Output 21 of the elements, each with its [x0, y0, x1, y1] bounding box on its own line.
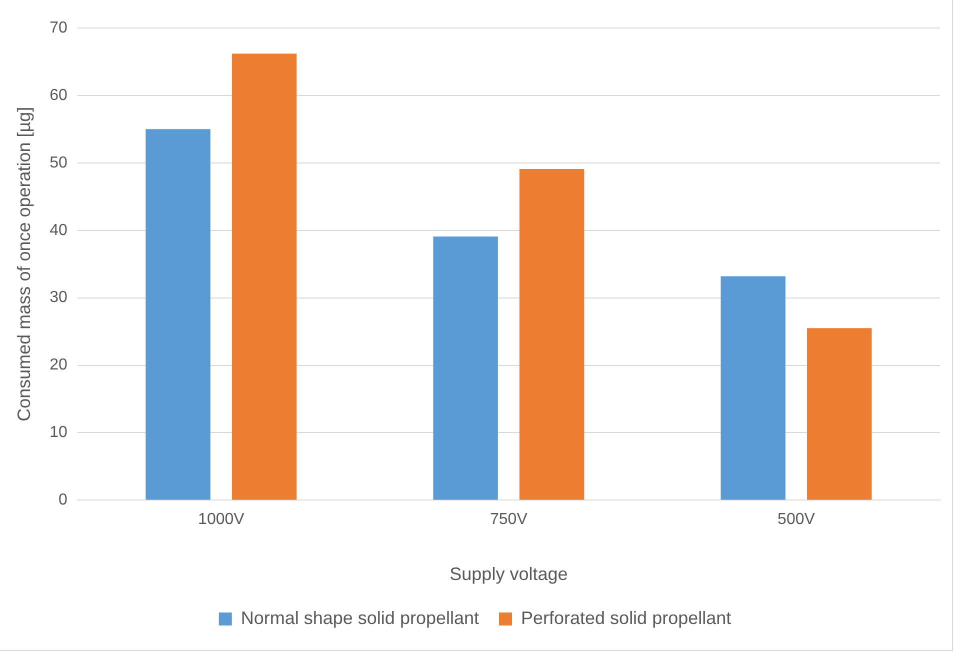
legend-label: Normal shape solid propellant [240, 608, 480, 628]
bar [146, 129, 210, 500]
bar [232, 54, 297, 500]
y-tick-label: 10 [50, 424, 68, 442]
x-tick-label: 1000V [198, 511, 245, 528]
y-axis-title: Consumed mass of once operation [µg] [14, 106, 34, 422]
y-tick-label: 30 [50, 289, 68, 306]
y-tick-label: 60 [50, 86, 68, 104]
legend-label: Perforated solid propellant [521, 608, 732, 628]
bar [807, 328, 872, 500]
bar [433, 236, 498, 500]
bar [519, 168, 584, 500]
y-tick-label: 0 [58, 492, 68, 509]
y-tick-label: 50 [50, 154, 68, 172]
x-axis-title: Supply voltage [450, 564, 568, 584]
x-tick-label: 750V [490, 511, 528, 528]
y-tick-label: 70 [50, 19, 68, 36]
y-tick-label: 20 [50, 356, 68, 374]
y-tick-label: 40 [50, 222, 68, 239]
bar [720, 276, 786, 500]
x-tick-label: 500V [778, 511, 816, 528]
